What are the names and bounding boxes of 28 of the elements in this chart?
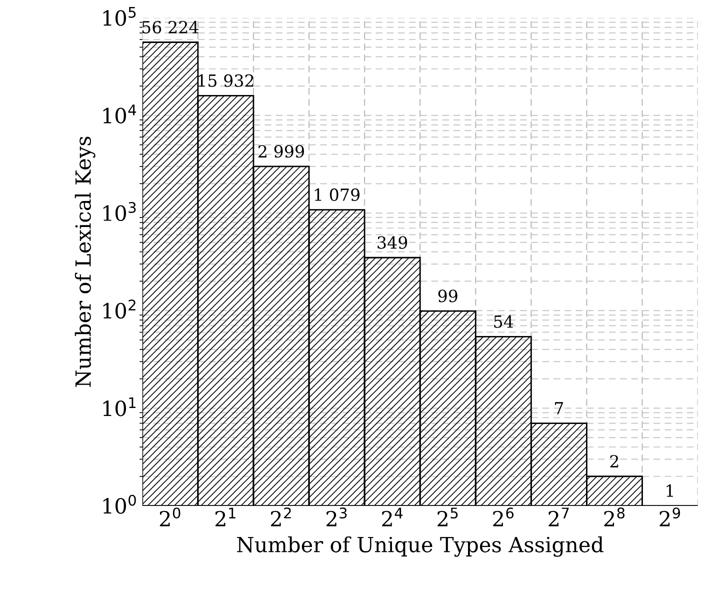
y-tick-label: 10$^{2}$	[103, 300, 136, 319]
x-axis-title: Number of Unique Types Assigned	[237, 536, 604, 557]
y-tick-label: 10$^{1}$	[103, 397, 136, 416]
data-label: 56 224	[142, 20, 198, 34]
x-tick-label: 2$^{3}$	[326, 507, 347, 526]
y-axis-title: Number of Lexical Keys	[74, 136, 96, 387]
x-tick-label: 2$^{4}$	[382, 508, 403, 526]
data-label: 7	[555, 402, 564, 414]
x-tick-label: 2$^{5}$	[438, 508, 458, 526]
data-label: 2	[610, 454, 618, 468]
x-tick-label: 2$^{2}$	[270, 507, 291, 526]
x-tick-label: 2$^{9}$	[660, 507, 680, 526]
x-tick-label: 2$^{0}$	[160, 507, 180, 526]
data-label: 1	[666, 484, 673, 497]
x-tick-label: 2$^{6}$	[493, 507, 514, 526]
data-label: 54	[494, 315, 514, 328]
y-tick-label: 10$^{3}$	[103, 202, 136, 222]
data-label: 15 932	[198, 74, 254, 87]
y-tick-label: 10$^{5}$	[103, 7, 136, 26]
x-tick-label: 2$^{7}$	[548, 508, 569, 526]
data-label: 349	[378, 236, 408, 249]
y-tick-label: 10$^{4}$	[103, 104, 136, 124]
data-label: 1 079	[314, 188, 360, 202]
data-label: 2 999	[258, 145, 304, 158]
y-tick-label: 10$^{0}$	[103, 494, 136, 514]
x-tick-label: 2$^{1}$	[215, 508, 236, 526]
data-label: 99	[438, 290, 458, 302]
x-tick-label: 2$^{8}$	[604, 507, 625, 526]
